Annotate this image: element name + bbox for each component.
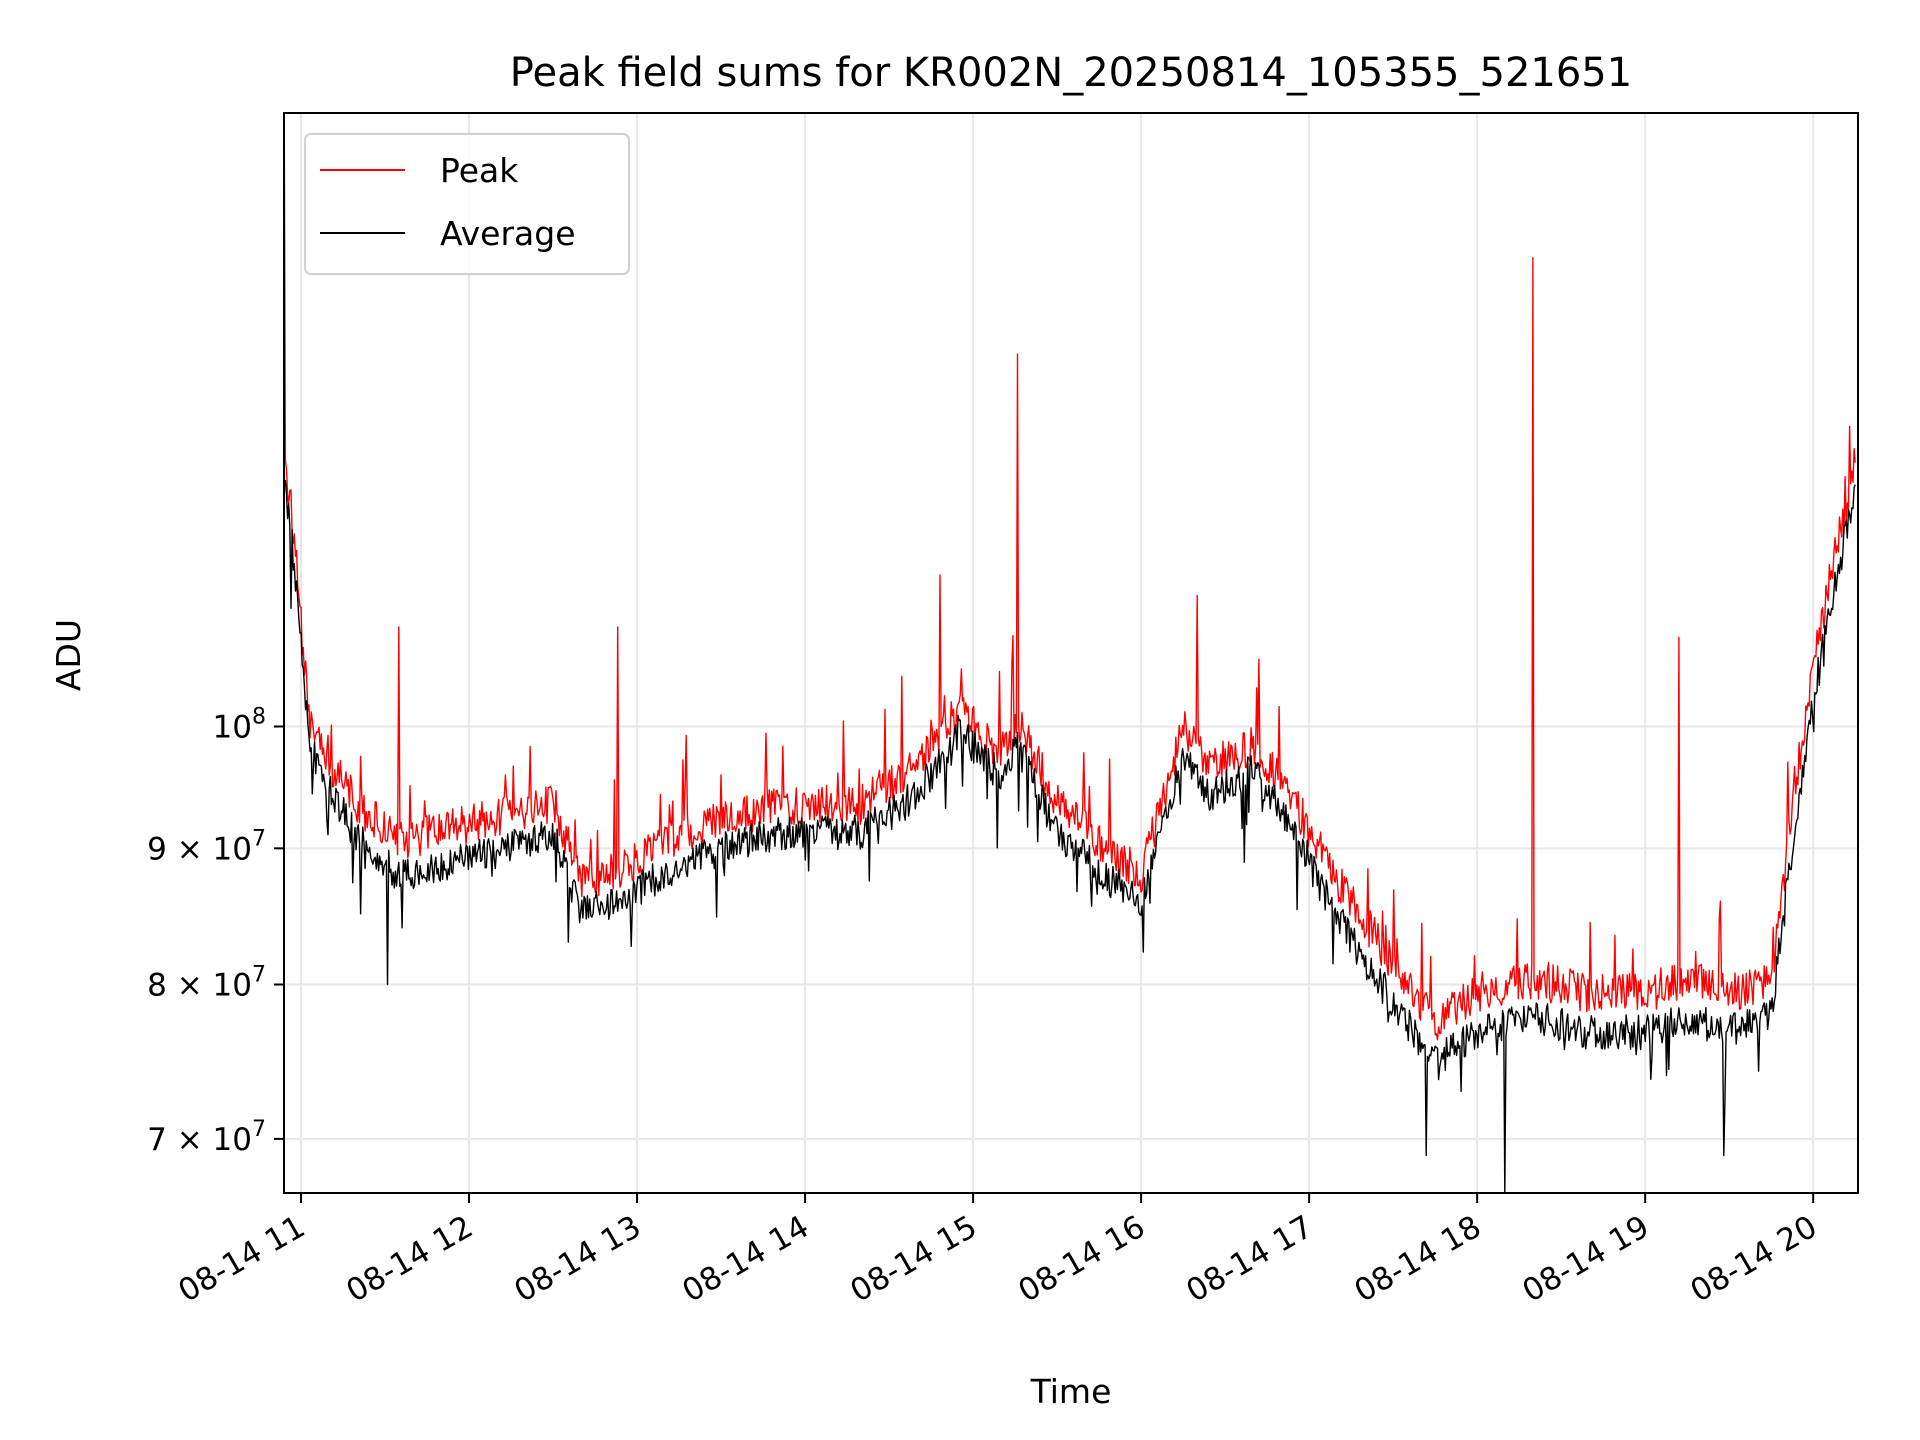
x-axis-label: Time bbox=[1030, 1372, 1112, 1411]
y-axis-label: ADU bbox=[49, 619, 88, 691]
y-tick-label: 7 × 107 bbox=[147, 1117, 266, 1158]
legend-average-label: Average bbox=[440, 214, 576, 253]
y-tick-label: 8 × 107 bbox=[147, 963, 266, 1004]
series-line-average bbox=[284, 479, 1856, 1193]
plot-series bbox=[284, 113, 1856, 1193]
y-axis-ticks: 7 × 107 8 × 107 9 × 107 108 bbox=[147, 705, 284, 1158]
series-line-peak bbox=[284, 113, 1856, 1041]
y-tick-label: 9 × 107 bbox=[147, 826, 266, 867]
legend-peak-label: Peak bbox=[440, 151, 519, 190]
y-tick-label: 108 bbox=[213, 705, 266, 746]
grid bbox=[284, 113, 1858, 1193]
chart-title: Peak field sums for KR002N_20250814_1053… bbox=[510, 50, 1632, 96]
legend: Peak Average bbox=[304, 133, 630, 275]
plot-frame bbox=[283, 112, 1859, 1194]
